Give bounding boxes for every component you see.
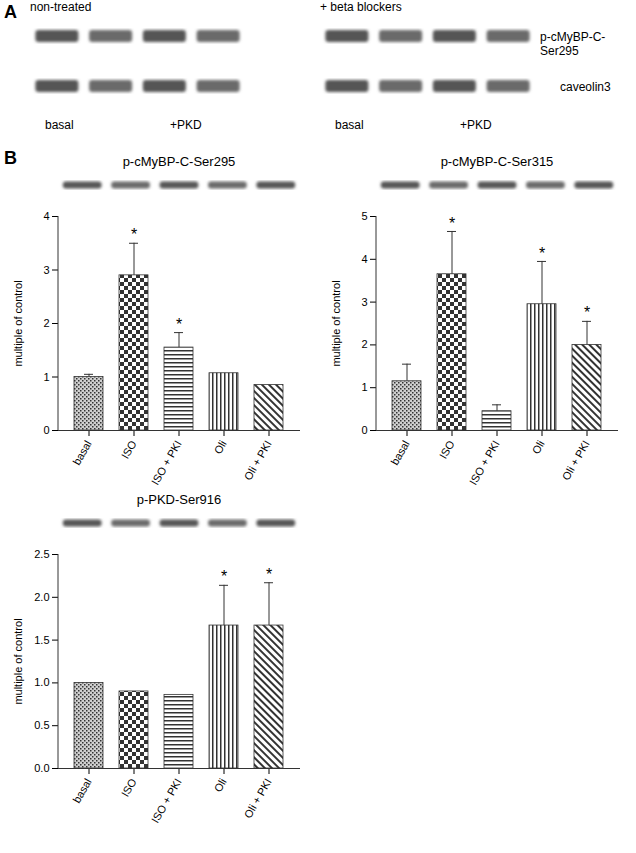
svg-text:multiple of control: multiple of control bbox=[12, 280, 24, 366]
svg-text:0.5: 0.5 bbox=[34, 719, 49, 731]
svg-text:3: 3 bbox=[43, 264, 49, 276]
svg-text:4: 4 bbox=[43, 210, 49, 222]
html-text:caveolin3: caveolin3 bbox=[560, 80, 611, 94]
html-text:A: A bbox=[4, 2, 17, 22]
svg-text:ISO: ISO bbox=[119, 776, 139, 799]
svg-text:*: * bbox=[131, 226, 137, 243]
svg-text:*: * bbox=[539, 245, 545, 262]
html-text:basal: basal bbox=[335, 118, 364, 132]
html-text:non-treated: non-treated bbox=[30, 0, 92, 14]
svg-text:1: 1 bbox=[361, 381, 367, 393]
svg-text:2: 2 bbox=[361, 338, 367, 350]
svg-text:1.0: 1.0 bbox=[34, 676, 49, 688]
svg-text:ISO + PKI: ISO + PKI bbox=[149, 438, 184, 487]
svg-text:Oli + PKI: Oli + PKI bbox=[242, 438, 274, 482]
html-text:B: B bbox=[4, 148, 17, 168]
svg-text:ISO: ISO bbox=[119, 438, 139, 461]
svg-text:Oli + PKI: Oli + PKI bbox=[242, 776, 274, 820]
svg-text:0: 0 bbox=[43, 424, 49, 436]
html-text:p-PKD-Ser916: p-PKD-Ser916 bbox=[136, 492, 222, 507]
html-text:p-cMyBP-C-Ser295: p-cMyBP-C-Ser295 bbox=[122, 154, 236, 169]
html-text:p-cMyBP-C-Ser315: p-cMyBP-C-Ser315 bbox=[440, 154, 554, 169]
svg-text:2.5: 2.5 bbox=[34, 548, 49, 560]
svg-text:Oli: Oli bbox=[212, 438, 229, 456]
svg-text:basal: basal bbox=[388, 438, 412, 467]
svg-text:ISO + PKI: ISO + PKI bbox=[467, 438, 502, 487]
html-text:+PKD: +PKD bbox=[460, 118, 492, 132]
html-text:basal: basal bbox=[45, 118, 74, 132]
svg-text:1: 1 bbox=[43, 371, 49, 383]
svg-text:ISO + PKI: ISO + PKI bbox=[149, 776, 184, 825]
svg-text:*: * bbox=[221, 568, 227, 585]
svg-text:Oli: Oli bbox=[530, 438, 547, 456]
svg-text:5: 5 bbox=[361, 210, 367, 222]
svg-text:0.0: 0.0 bbox=[34, 762, 49, 774]
svg-text:2.0: 2.0 bbox=[34, 591, 49, 603]
svg-text:basal: basal bbox=[70, 438, 94, 467]
svg-text:*: * bbox=[266, 566, 272, 583]
html-text:+PKD: +PKD bbox=[170, 118, 202, 132]
html-text:p-cMyBP-C-Ser295: p-cMyBP-C-Ser295 bbox=[540, 30, 606, 58]
svg-text:*: * bbox=[449, 215, 455, 232]
svg-text:4: 4 bbox=[361, 253, 367, 265]
svg-text:ISO: ISO bbox=[437, 438, 457, 461]
svg-text:Oli + PKI: Oli + PKI bbox=[560, 438, 592, 482]
svg-text:2: 2 bbox=[43, 317, 49, 329]
svg-text:3: 3 bbox=[361, 296, 367, 308]
svg-text:1.5: 1.5 bbox=[34, 634, 49, 646]
svg-text:basal: basal bbox=[70, 776, 94, 805]
svg-text:*: * bbox=[176, 316, 182, 333]
svg-text:Oli: Oli bbox=[212, 776, 229, 794]
svg-text:multiple of control: multiple of control bbox=[12, 618, 24, 704]
html-text:+ beta blockers: + beta blockers bbox=[320, 0, 402, 14]
svg-text:*: * bbox=[584, 304, 590, 321]
svg-text:multiple of control: multiple of control bbox=[330, 280, 342, 366]
svg-text:0: 0 bbox=[361, 424, 367, 436]
